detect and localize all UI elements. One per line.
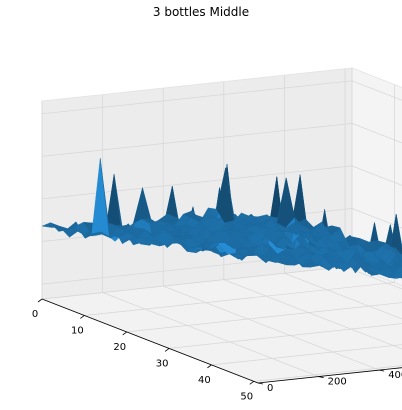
- x-axis-line: [41, 298, 259, 384]
- grid-line-x: [211, 344, 402, 366]
- x-tick-label: 50: [240, 391, 253, 402]
- y-tick-label: 400: [388, 370, 402, 381]
- x-tick-mark: [122, 331, 127, 336]
- grid-line-z: [41, 80, 402, 115]
- y-tick-mark: [379, 369, 385, 372]
- chart-title: 3 bottles Middle: [152, 5, 250, 19]
- grid-line-x: [253, 365, 402, 382]
- y-tick-label: 200: [328, 377, 347, 388]
- x-tick-label: 20: [113, 342, 126, 353]
- y-tick-mark: [318, 376, 324, 378]
- y-tick-label: 0: [267, 383, 273, 394]
- grid-line-x: [126, 302, 402, 333]
- x-tick-label: 0: [32, 309, 38, 320]
- grid-line-y: [102, 94, 319, 377]
- axis-lines: [41, 298, 402, 384]
- tick-labels: 01020304050020040060080010001214161820: [32, 298, 402, 402]
- grid-line-y: [162, 88, 380, 371]
- grid-line-z: [41, 165, 402, 200]
- grid-line-z: [41, 123, 402, 157]
- grid-line-x: [169, 323, 402, 349]
- x-tick-mark: [164, 348, 170, 352]
- x-tick-mark: [207, 364, 212, 369]
- grid-line-x: [84, 84, 395, 316]
- x-tick-label: 10: [71, 326, 84, 337]
- surface-mesh: [41, 158, 402, 279]
- grid-line-y: [223, 81, 402, 350]
- y-axis-line: [257, 367, 402, 384]
- x-tick-mark: [80, 315, 85, 319]
- grid-line-y: [284, 75, 402, 320]
- surface-facet: [249, 214, 268, 224]
- x-tick-mark: [249, 381, 255, 385]
- x-tick-mark: [37, 298, 43, 303]
- y-tick-mark: [257, 382, 264, 385]
- x-tick-label: 30: [156, 358, 169, 369]
- x-tick-label: 40: [198, 375, 211, 386]
